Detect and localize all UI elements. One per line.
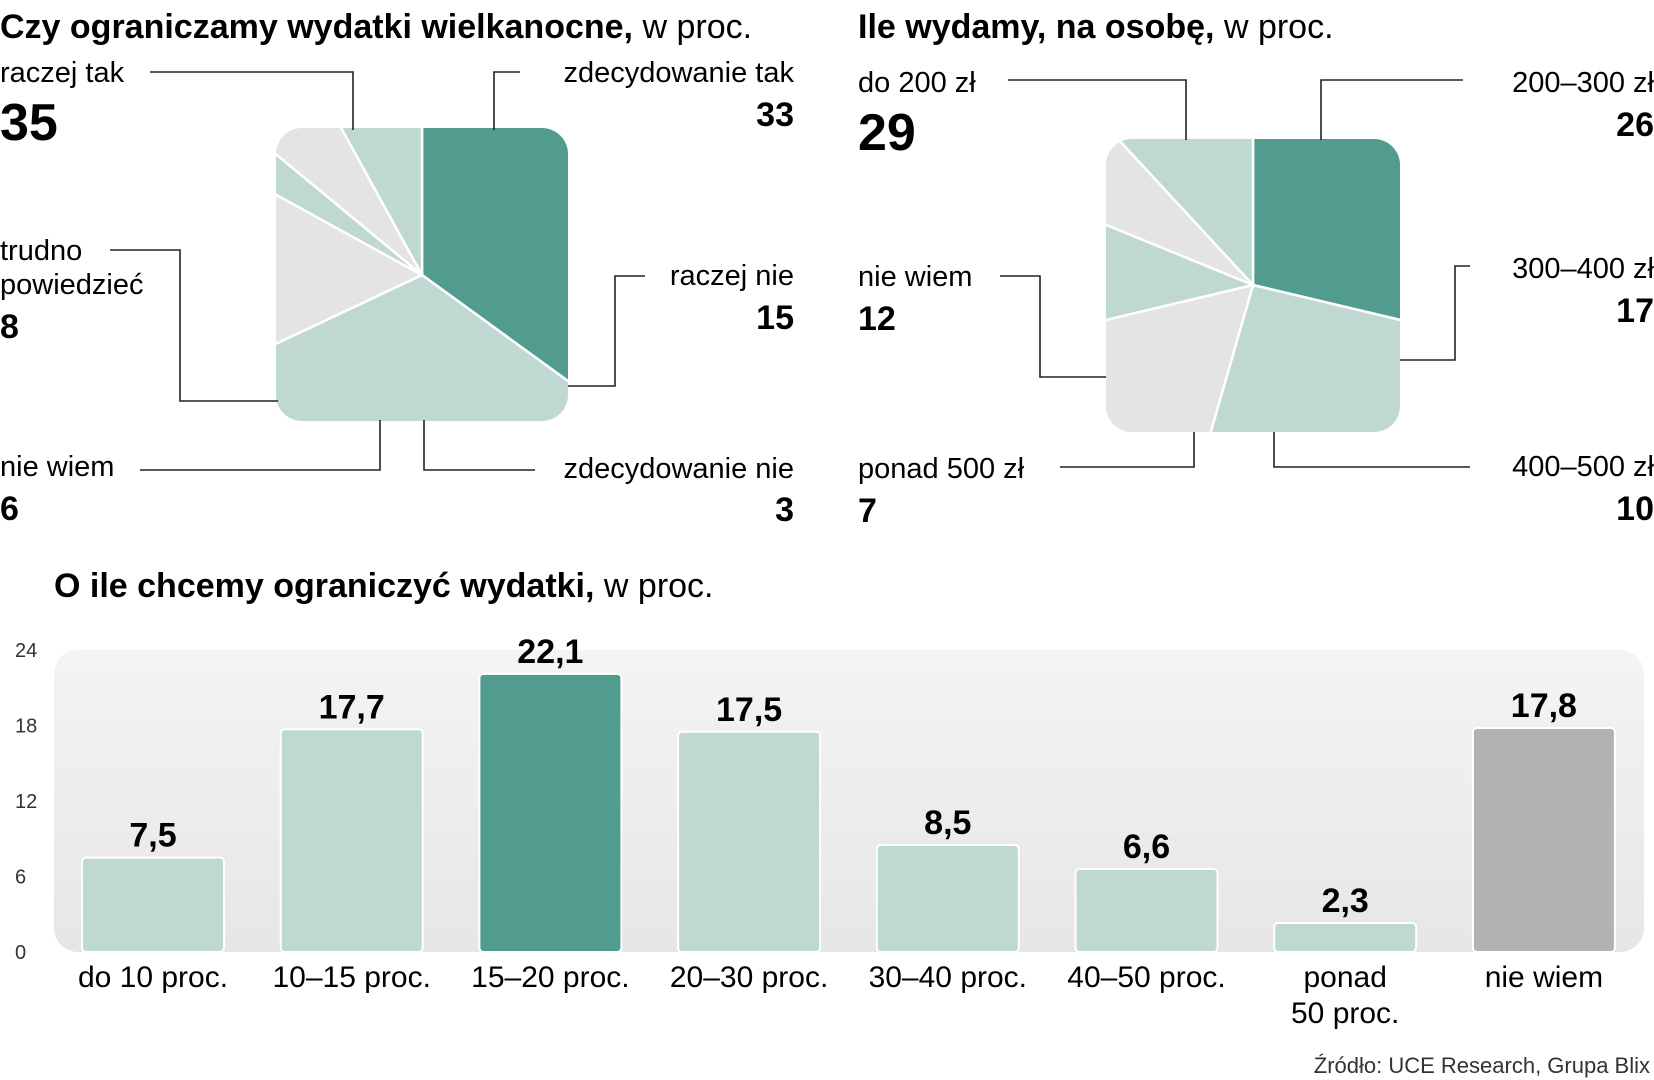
pie2-value-400-500: 10: [1616, 490, 1654, 528]
pie1-slice-nie-wiem: [276, 128, 424, 276]
y-tick-0: 0: [15, 942, 26, 964]
bar-value-label: 2,3: [1322, 882, 1369, 920]
y-tick-24: 24: [15, 640, 37, 662]
x-category-label: do 10 proc.: [78, 961, 228, 994]
x-category-label: 20–30 proc.: [670, 961, 828, 994]
pie2-label-400-500: 400–500 zł: [1512, 451, 1654, 483]
pie1-label-trudno: trudno: [0, 235, 82, 267]
pie1-value-zdecydowanie-nie: 3: [775, 491, 794, 529]
pie1-leader-nie-wiem: [140, 420, 381, 471]
pie1-leader-raczej-nie: [568, 275, 645, 387]
bar-title: O ile chcemy ograniczyć wydatki, w proc.: [54, 567, 714, 605]
pie1-title: Czy ograniczamy wydatki wielkanocne, w p…: [0, 8, 752, 46]
y-tick-18: 18: [15, 716, 37, 738]
pie1-value-raczej-tak: 35: [0, 94, 58, 152]
source-note: Źródło: UCE Research, Grupa Blix: [1314, 1053, 1650, 1078]
pie1-value-trudno-powiedziec: 8: [0, 308, 19, 346]
pie1-value-raczej-nie: 15: [756, 299, 794, 337]
x-category-label: 15–20 proc.: [471, 961, 629, 994]
pie2-leader-300-400: [1400, 265, 1470, 361]
pie2-value-nie-wiem: 12: [858, 300, 896, 338]
pie2-value-do-200: 29: [858, 104, 916, 162]
bar-value-label: 17,5: [716, 691, 782, 729]
pie2-label-200-300: 200–300 zł: [1512, 67, 1654, 99]
pie2-label-300-400: 300–400 zł: [1512, 253, 1654, 285]
pie2-label-nie-wiem: nie wiem: [858, 261, 972, 293]
pie1-label-raczej-nie: raczej nie: [670, 260, 794, 292]
bar-value-label: 17,7: [319, 688, 385, 726]
pie1-leader-raczej-tak: [150, 71, 354, 130]
x-category-label: 10–15 proc.: [272, 961, 430, 994]
pie1-leader-zdecydowanie-nie: [423, 420, 535, 471]
bar-30-40-proc: [875, 844, 1020, 954]
pie1-label-zdecydowanie-tak: zdecydowanie tak: [563, 57, 794, 89]
pie1-label-powiedziec: powiedzieć: [0, 269, 143, 301]
pie2-label-do-200: do 200 zł: [858, 67, 976, 99]
pie2-value-ponad-500: 7: [858, 492, 877, 530]
bar-value-label: 8,5: [924, 804, 971, 842]
bar-chart: 0 6 12 18 24 7,5 do 10 proc. 17,7 10–15 proc. 22,…: [15, 633, 1616, 1030]
x-category-label: ponad: [1303, 961, 1386, 994]
bar-40-50-proc: [1074, 867, 1219, 954]
pie1-leader-trudno-powiedziec: [110, 249, 278, 402]
pie2-leader-do-200: [1008, 79, 1187, 140]
bar-15-20-proc: [478, 672, 623, 953]
pie1-label-raczej-tak: raczej tak: [0, 57, 125, 89]
bar-10-15-proc: [279, 728, 424, 954]
pie2-leader-400-500: [1273, 432, 1470, 468]
x-category-label: nie wiem: [1485, 961, 1603, 994]
x-category-label: 30–40 proc.: [869, 961, 1027, 994]
bar-value-label: 6,6: [1123, 828, 1170, 866]
bar-value-label: 22,1: [517, 633, 583, 671]
pie2-value-300-400: 17: [1616, 292, 1654, 330]
pie2-label-ponad-500: ponad 500 zł: [858, 453, 1025, 485]
pie1-leader-zdecydowanie-tak: [493, 71, 520, 130]
pie1-label-nie-wiem: nie wiem: [0, 451, 114, 483]
bar-plot-area: [54, 650, 1644, 952]
x-category-label: 40–50 proc.: [1067, 961, 1225, 994]
pie1-chart: [276, 128, 568, 421]
bar-do-10-proc: [81, 856, 225, 953]
x-category-label: 50 proc.: [1291, 997, 1399, 1030]
pie2-leader-ponad-500: [1060, 432, 1195, 468]
pie1-slice-zdecydowanie-nie: [276, 128, 423, 277]
bar-ponad-50-proc: [1273, 922, 1418, 954]
bar-value-label: 17,8: [1511, 687, 1577, 725]
pie2-title: Ile wydamy, na osobę, w proc.: [858, 8, 1334, 46]
pie2-slice-ponad-500-z: [1106, 139, 1254, 287]
pie1-value-nie-wiem: 6: [0, 490, 19, 528]
y-tick-6: 6: [15, 867, 26, 889]
bar-20-30-proc: [677, 730, 822, 954]
pie1-label-zdecydowanie-nie: zdecydowanie nie: [563, 453, 794, 485]
bar-nie-wiem: [1471, 727, 1616, 953]
y-tick-12: 12: [15, 791, 37, 813]
bar-value-label: 7,5: [129, 817, 176, 855]
pie2-leader-nie-wiem: [1000, 275, 1106, 378]
pie2-value-200-300: 26: [1616, 106, 1654, 144]
pie2-leader-200-300: [1320, 79, 1463, 140]
pie1-value-zdecydowanie-tak: 33: [756, 96, 794, 134]
